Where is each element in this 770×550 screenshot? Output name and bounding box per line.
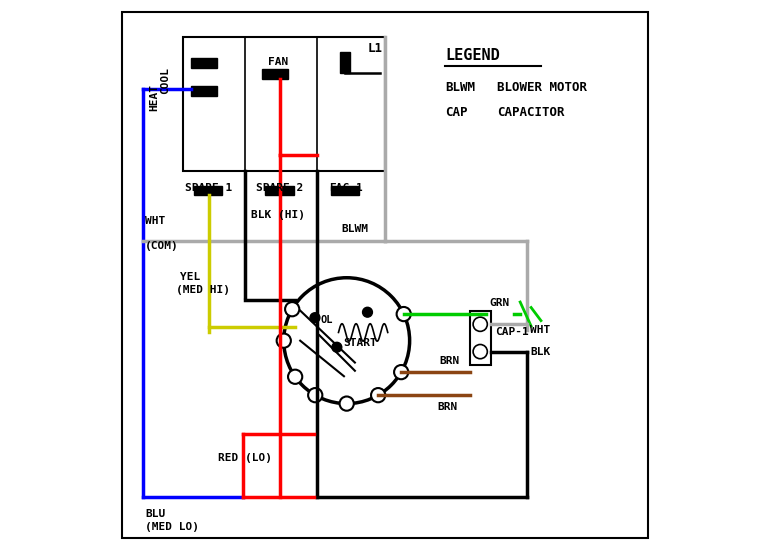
Text: BLK: BLK: [530, 346, 551, 356]
Bar: [191, 58, 217, 68]
Text: SPARE 2: SPARE 2: [256, 183, 303, 193]
Bar: [340, 52, 350, 73]
Text: BLOWER MOTOR: BLOWER MOTOR: [497, 81, 588, 94]
Text: CAP-1: CAP-1: [495, 327, 529, 338]
Text: CAP: CAP: [445, 107, 467, 119]
Bar: [191, 86, 217, 96]
Circle shape: [340, 397, 353, 411]
Circle shape: [394, 365, 408, 380]
Text: BLU: BLU: [146, 509, 166, 519]
Circle shape: [285, 302, 300, 316]
Text: (MED HI): (MED HI): [176, 285, 230, 295]
Text: COOL: COOL: [160, 67, 170, 94]
Text: EAC-1: EAC-1: [329, 183, 363, 193]
Circle shape: [363, 307, 373, 317]
Text: CAPACITOR: CAPACITOR: [497, 107, 564, 119]
Text: SPARE 1: SPARE 1: [185, 183, 233, 193]
Text: (COM): (COM): [146, 240, 179, 251]
Text: OL: OL: [320, 315, 333, 325]
Bar: [194, 186, 223, 195]
Text: GRN: GRN: [489, 298, 509, 307]
Text: BLK (HI): BLK (HI): [251, 210, 305, 220]
Text: BLWM: BLWM: [445, 81, 475, 94]
Text: (MED LO): (MED LO): [146, 522, 199, 532]
Circle shape: [308, 388, 323, 402]
Text: RED (LO): RED (LO): [218, 453, 272, 463]
Text: START: START: [343, 338, 377, 348]
Circle shape: [371, 388, 385, 402]
Circle shape: [276, 333, 291, 348]
Bar: [470, 311, 490, 365]
Bar: [265, 186, 293, 195]
Text: BRN: BRN: [437, 402, 457, 412]
Text: LEGEND: LEGEND: [445, 48, 500, 63]
Text: HEAT: HEAT: [149, 84, 159, 111]
Circle shape: [332, 342, 342, 352]
Bar: [182, 37, 385, 171]
Text: BRN: BRN: [440, 355, 460, 366]
Text: L1: L1: [367, 42, 382, 56]
Bar: [262, 69, 288, 79]
Circle shape: [288, 370, 303, 384]
Text: WHT: WHT: [530, 324, 551, 335]
Text: FAN: FAN: [268, 57, 289, 67]
Circle shape: [397, 307, 411, 321]
Text: BLWM: BLWM: [341, 224, 368, 234]
Text: YEL: YEL: [179, 272, 200, 282]
Circle shape: [310, 313, 320, 323]
Text: WHT: WHT: [146, 216, 166, 225]
Bar: [331, 186, 360, 195]
